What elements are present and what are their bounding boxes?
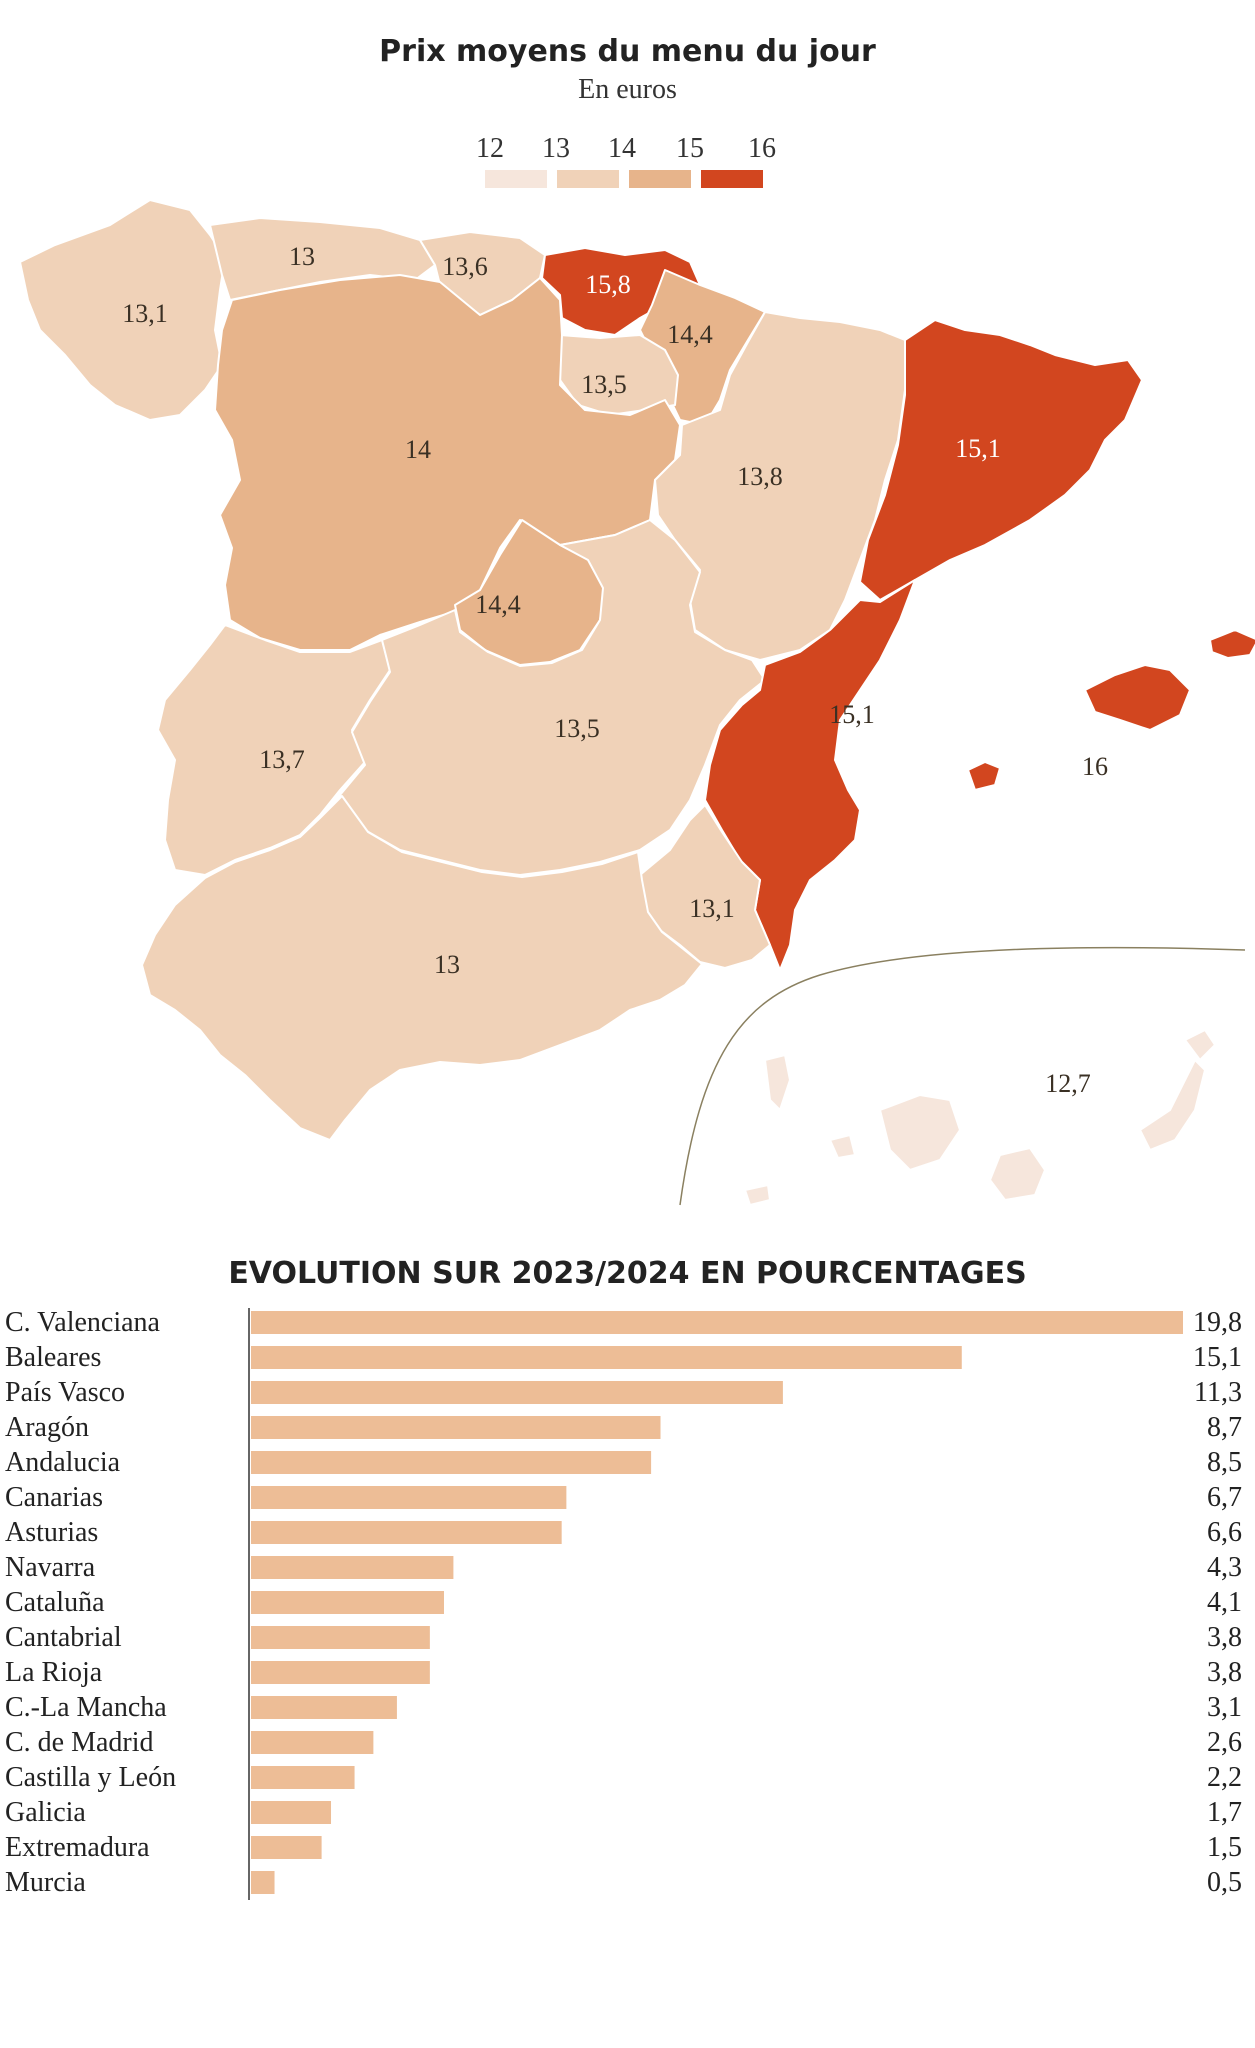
region-value-label: 15,1 (955, 434, 1001, 463)
region-valenciana (704, 579, 916, 971)
value-label: 4,1 (1207, 1587, 1242, 1618)
value-label: 2,2 (1207, 1762, 1242, 1793)
bar (251, 1801, 332, 1824)
region-value-label: 14 (405, 435, 431, 464)
map-title: Prix moyens du menu du jour (379, 34, 876, 69)
value-label: 1,5 (1207, 1832, 1242, 1863)
region-extremadura (157, 624, 391, 876)
value-label: 19,8 (1193, 1307, 1242, 1338)
bar (251, 1451, 652, 1474)
category-label: Galicia (5, 1797, 86, 1828)
chart-title: EVOLUTION SUR 2023/2024 EN POURCENTAGES (228, 1256, 1027, 1291)
value-label: 3,1 (1207, 1692, 1242, 1723)
category-label: La Rioja (5, 1657, 103, 1688)
legend-label: 14 (608, 133, 636, 164)
value-label: 3,8 (1207, 1622, 1242, 1653)
bar (251, 1731, 374, 1754)
region-cataluna (859, 319, 1143, 601)
region-value-label: 13,1 (689, 894, 735, 923)
category-label: C. de Madrid (5, 1727, 154, 1758)
region-canarias (744, 1029, 1216, 1206)
category-label: C. Valenciana (5, 1307, 161, 1338)
evolution-bar-chart: C. Valenciana 19,8 Baleares 15,1 País Vasco 1… (5, 1307, 1242, 1900)
region-value-label: 13,5 (581, 370, 627, 399)
bar (251, 1521, 562, 1544)
category-label: Baleares (5, 1342, 101, 1373)
legend-swatch (701, 170, 763, 188)
region-baleares-mallorca (1084, 664, 1191, 731)
region-baleares-ibiza (967, 761, 1001, 791)
region-value-label: 13,1 (122, 299, 168, 328)
region-value-label: 12,7 (1045, 1069, 1091, 1098)
bar (251, 1486, 567, 1509)
category-label: Canarias (5, 1482, 103, 1513)
region-murcia (639, 804, 771, 969)
region-value-label: 15,8 (585, 270, 631, 299)
region-andalucia (141, 795, 703, 1141)
bar (251, 1696, 397, 1719)
bar (251, 1556, 454, 1579)
bar (251, 1871, 275, 1894)
category-label: Andalucia (5, 1447, 121, 1478)
value-label: 8,5 (1207, 1447, 1242, 1478)
spain-map: 12 13 14 15 16 (19, 133, 1255, 1206)
value-label: 4,3 (1207, 1552, 1242, 1583)
value-label: 6,6 (1207, 1517, 1242, 1548)
value-label: 2,6 (1207, 1727, 1242, 1758)
region-value-label: 14,4 (475, 590, 521, 619)
legend-label: 13 (542, 133, 570, 164)
legend-label: 15 (676, 133, 704, 164)
category-label: Aragón (5, 1412, 89, 1443)
value-label: 3,8 (1207, 1657, 1242, 1688)
category-label: Extremadura (5, 1832, 150, 1863)
bar (251, 1626, 430, 1649)
value-label: 15,1 (1193, 1342, 1242, 1373)
region-value-label: 13,5 (554, 714, 600, 743)
value-label: 11,3 (1194, 1377, 1242, 1408)
category-label: Castilla y León (5, 1762, 176, 1793)
region-value-label: 15,1 (829, 700, 875, 729)
region-value-label: 14,4 (667, 320, 713, 349)
region-value-label: 13,6 (442, 252, 488, 281)
bar (251, 1836, 322, 1859)
bar (251, 1416, 661, 1439)
category-label: Asturias (5, 1517, 98, 1548)
value-label: 6,7 (1207, 1482, 1242, 1513)
category-label: Cataluña (5, 1587, 105, 1618)
category-label: Navarra (5, 1552, 96, 1583)
region-baleares-menorca (1209, 629, 1255, 659)
legend-swatch (557, 170, 619, 188)
region-value-label: 13,8 (737, 462, 783, 491)
category-label: C.-La Mancha (5, 1692, 167, 1723)
bar (251, 1346, 962, 1369)
region-value-label: 16 (1082, 752, 1108, 781)
region-value-label: 13 (434, 950, 460, 979)
category-label: Murcia (5, 1867, 86, 1898)
value-label: 8,7 (1207, 1412, 1242, 1443)
bar (251, 1381, 783, 1404)
legend-swatch (629, 170, 691, 188)
bar (251, 1311, 1183, 1334)
map-legend: 12 13 14 15 16 (476, 133, 776, 188)
legend-swatch (485, 170, 547, 188)
bar (251, 1661, 430, 1684)
bar (251, 1591, 444, 1614)
value-label: 1,7 (1207, 1797, 1242, 1828)
canarias-separator (679, 946, 1246, 1206)
legend-label: 16 (748, 133, 776, 164)
category-label: País Vasco (5, 1377, 125, 1408)
map-subtitle: En euros (578, 74, 677, 105)
bar (251, 1766, 355, 1789)
value-label: 0,5 (1207, 1867, 1242, 1898)
category-label: Cantabrial (5, 1622, 122, 1653)
region-value-label: 13 (289, 242, 315, 271)
region-value-label: 13,7 (259, 745, 305, 774)
legend-label: 12 (476, 133, 504, 164)
